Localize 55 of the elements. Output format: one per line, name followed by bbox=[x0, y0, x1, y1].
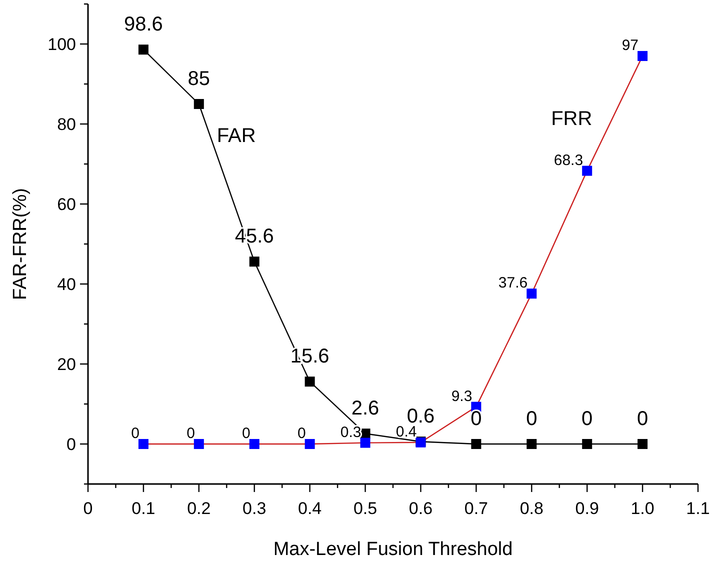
x-tick-label: 0.9 bbox=[575, 499, 599, 518]
data-label: 0 bbox=[186, 425, 195, 442]
data-label: 0 bbox=[297, 425, 306, 442]
data-label: 0.4 bbox=[396, 423, 417, 440]
y-tick-label: 20 bbox=[57, 355, 76, 374]
data-label: 2.6 bbox=[351, 398, 380, 420]
series-label: FRR bbox=[551, 108, 592, 130]
x-tick-label: 0 bbox=[83, 499, 93, 518]
data-label: 37.6 bbox=[498, 274, 528, 292]
point bbox=[138, 439, 148, 449]
point bbox=[582, 166, 592, 176]
point bbox=[526, 288, 537, 299]
data-label: 68.3 bbox=[554, 152, 584, 169]
y-tick-label: 100 bbox=[48, 35, 76, 54]
x-tick-label: 0.3 bbox=[242, 499, 266, 518]
series-label: FAR bbox=[216, 125, 256, 147]
x-tick-label: 1.0 bbox=[630, 499, 654, 518]
data-label: 0 bbox=[470, 408, 482, 430]
x-tick-label: 0.8 bbox=[520, 499, 544, 518]
y-axis-title: FAR-FRR(%) bbox=[10, 188, 31, 300]
point bbox=[194, 439, 204, 449]
point bbox=[304, 439, 315, 449]
x-tick-label: 0.6 bbox=[408, 499, 433, 518]
y-tick-label: 40 bbox=[57, 275, 76, 294]
point bbox=[249, 439, 260, 449]
y-tick-label: 60 bbox=[57, 195, 76, 214]
point bbox=[304, 376, 315, 387]
data-label: 97 bbox=[622, 37, 639, 54]
x-tick-label: 1.1 bbox=[686, 499, 710, 518]
data-label: 0 bbox=[526, 408, 538, 430]
x-tick-label: 0.2 bbox=[187, 499, 211, 518]
data-label: 0 bbox=[242, 425, 250, 442]
data-label: 0 bbox=[636, 408, 648, 430]
point bbox=[526, 439, 537, 449]
data-label: 0 bbox=[582, 408, 593, 430]
point bbox=[638, 51, 648, 61]
point bbox=[194, 99, 204, 109]
x-axis-title: Max-Level Fusion Threshold bbox=[273, 539, 513, 560]
x-tick-label: 0.4 bbox=[298, 499, 322, 518]
data-label: 9.3 bbox=[451, 388, 472, 405]
x-tick-label: 0.5 bbox=[353, 499, 378, 518]
point bbox=[360, 438, 370, 448]
data-label: 0.3 bbox=[340, 424, 362, 441]
point bbox=[582, 439, 592, 449]
y-tick-label: 0 bbox=[66, 435, 76, 454]
y-tick-label: 80 bbox=[57, 115, 76, 134]
point bbox=[471, 439, 482, 449]
data-label: 85 bbox=[188, 68, 210, 90]
data-label: 0 bbox=[131, 425, 140, 442]
point bbox=[138, 44, 148, 55]
x-tick-label: 0.7 bbox=[464, 499, 488, 518]
x-tick-label: 0.1 bbox=[132, 499, 156, 518]
point bbox=[638, 439, 648, 449]
data-label: 98.6 bbox=[124, 14, 163, 36]
point bbox=[249, 256, 260, 267]
